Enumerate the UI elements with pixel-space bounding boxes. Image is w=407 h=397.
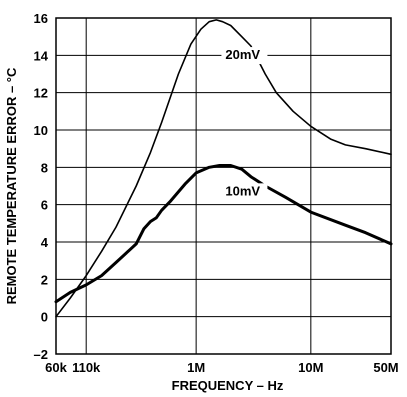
y-tick-label: 6: [41, 198, 48, 213]
series-label: 10mV: [225, 183, 260, 198]
y-tick-label: 8: [41, 160, 48, 175]
y-tick-label: 16: [34, 11, 48, 26]
x-tick-label: 1M: [187, 360, 205, 375]
x-tick-label: 60k: [45, 360, 67, 375]
series-line-10mV: [54, 164, 393, 304]
series-layer: [54, 19, 393, 318]
y-tick-label: 10: [34, 123, 48, 138]
x-tick-label: 50M: [373, 360, 398, 375]
y-tick-label: –2: [34, 347, 48, 362]
y-tick-label: 12: [34, 86, 48, 101]
x-tick-label: 10M: [298, 360, 323, 375]
series-label-backdrop: [221, 47, 268, 65]
x-tick-labels: 60k 110k 1M 10M 50M: [45, 360, 399, 375]
series-label: 20mV: [225, 47, 260, 62]
plot-frame: [55, 17, 392, 355]
y-tick-label: 14: [34, 48, 49, 63]
series-label-backdrop: [221, 183, 268, 201]
series-labels: 20mV 10mV: [221, 47, 268, 201]
y-tick-label: 4: [41, 235, 49, 250]
y-tick-label: 0: [41, 310, 48, 325]
x-tick-label: 110k: [72, 360, 101, 375]
y-tick-labels: –2 0 2 4 6 8 10 12 14 16: [34, 11, 49, 362]
x-axis-title: FREQUENCY – Hz: [172, 378, 284, 393]
y-axis-title: REMOTE TEMPERATURE ERROR – °C: [4, 67, 19, 304]
series-line-20mV: [55, 19, 392, 318]
y-tick-label: 2: [41, 272, 48, 287]
